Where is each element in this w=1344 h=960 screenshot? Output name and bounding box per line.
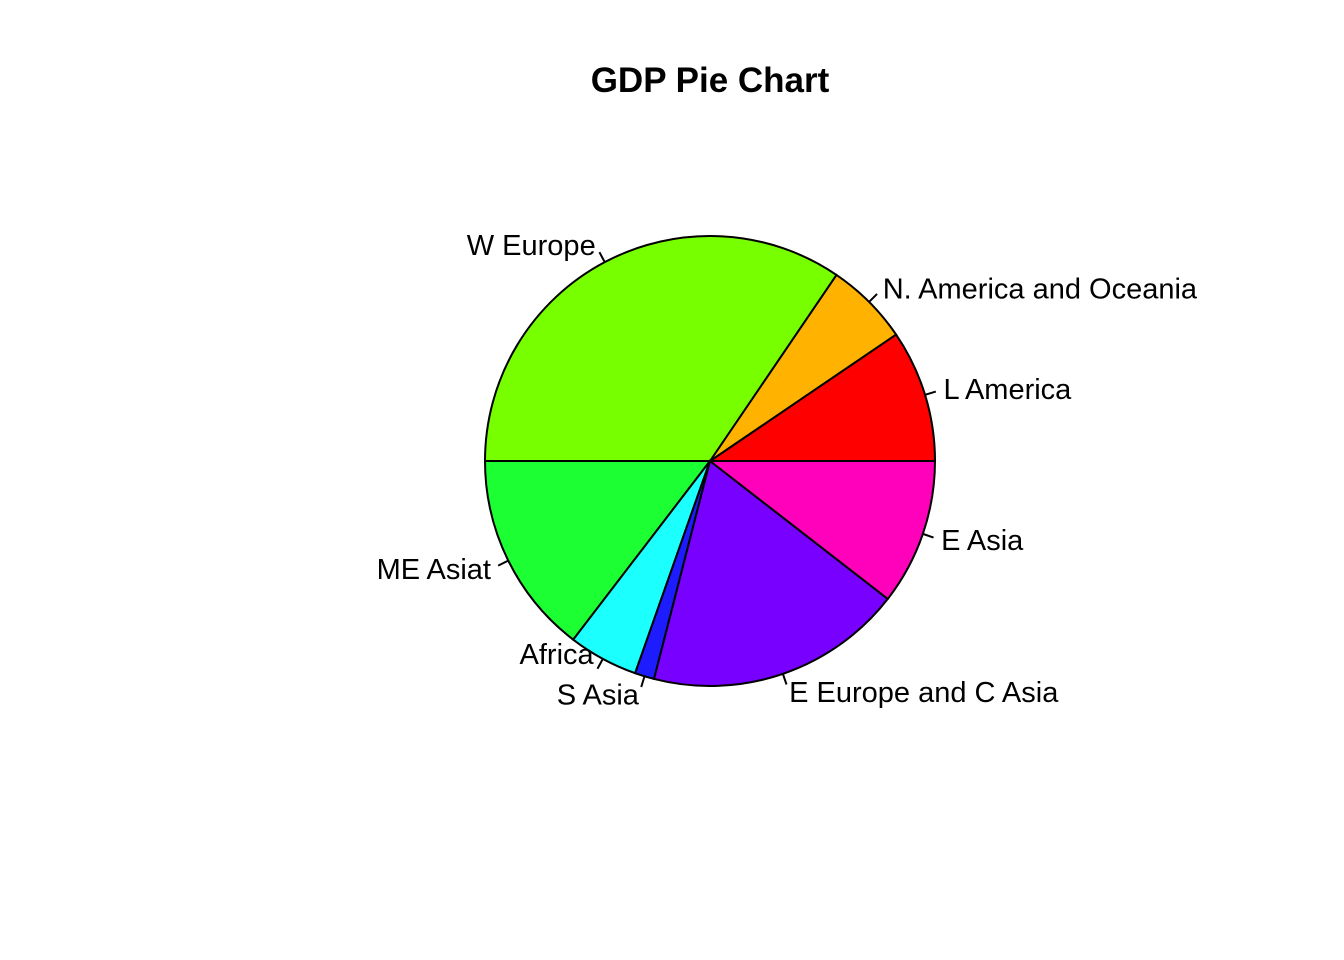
pie-label-s-asia: S Asia: [557, 680, 640, 712]
leader-line-l-america: [924, 390, 937, 396]
pie-slice-l-america: [706, 333, 937, 462]
pie-label-w-europe: W Europe: [467, 230, 596, 262]
leader-line-s-asia: [640, 675, 646, 688]
pie-label-l-america: L America: [943, 374, 1072, 406]
pie-slice-e-asia: [707, 460, 937, 601]
pie-slice-w-europe: [483, 235, 838, 462]
pie-slices: [483, 235, 937, 687]
pie-label-e-europe-and-c-asia: E Europe and C Asia: [789, 677, 1059, 709]
leader-line-w-europe: [598, 251, 606, 263]
leader-line-e-europe-and-c-asia: [781, 673, 788, 685]
pie-slice-me-asiat: [483, 460, 713, 642]
pie-slice-e-europe-and-c-asia: [652, 459, 890, 687]
leader-line-me-asiat: [497, 559, 509, 567]
leader-line-n-america-and-oceania: [868, 293, 878, 303]
chart-title: GDP Pie Chart: [591, 61, 830, 100]
pie-label-e-asia: E Asia: [941, 525, 1024, 557]
leader-line-e-asia: [922, 532, 934, 539]
pie-labels: L America N. America and Oceania W Europe M…: [377, 230, 1198, 712]
pie-label-n-america-and-oceania: N. America and Oceania: [883, 273, 1198, 305]
pie-label-me-asiat: ME Asiat: [377, 554, 491, 586]
pie-label-africa: Africa: [520, 639, 595, 671]
pie-leader-lines: [497, 251, 937, 688]
leader-line-africa: [596, 658, 604, 670]
